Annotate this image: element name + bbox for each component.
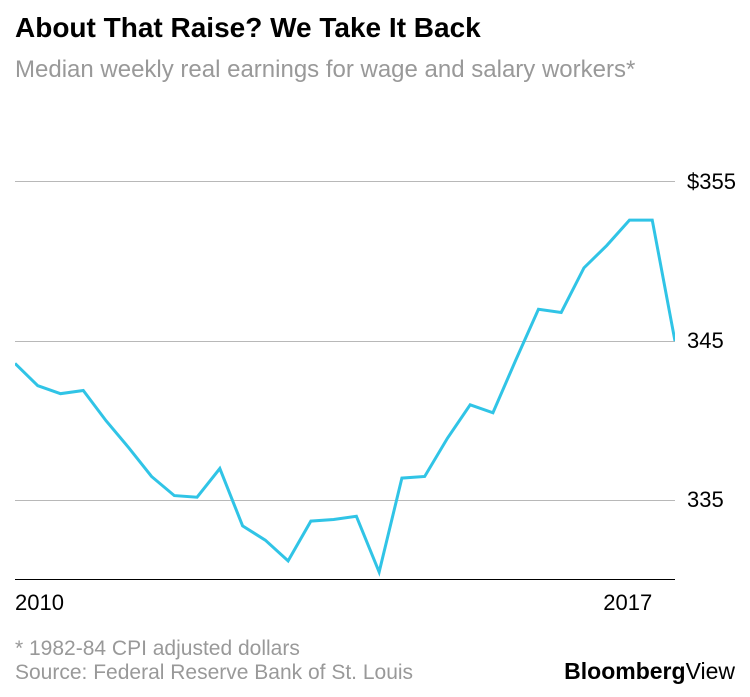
y-tick-label: $355	[687, 169, 736, 195]
y-tick-label: 335	[687, 487, 724, 513]
chart-title: About That Raise? We Take It Back	[15, 12, 481, 44]
line-series	[15, 150, 675, 580]
brand-bold: Bloomberg	[564, 658, 685, 684]
x-tick-label: 2010	[15, 590, 64, 616]
footnote: * 1982-84 CPI adjusted dollars Source: F…	[15, 637, 413, 685]
y-tick-label: 345	[687, 328, 724, 354]
chart-subtitle: Median weekly real earnings for wage and…	[15, 55, 725, 85]
brand-logo: BloombergView	[564, 658, 735, 685]
chart-card: About That Raise? We Take It Back Median…	[0, 0, 750, 697]
x-tick-label: 2017	[603, 590, 652, 616]
brand-light: View	[686, 658, 735, 684]
plot-area: $35534533520102017	[15, 150, 675, 580]
